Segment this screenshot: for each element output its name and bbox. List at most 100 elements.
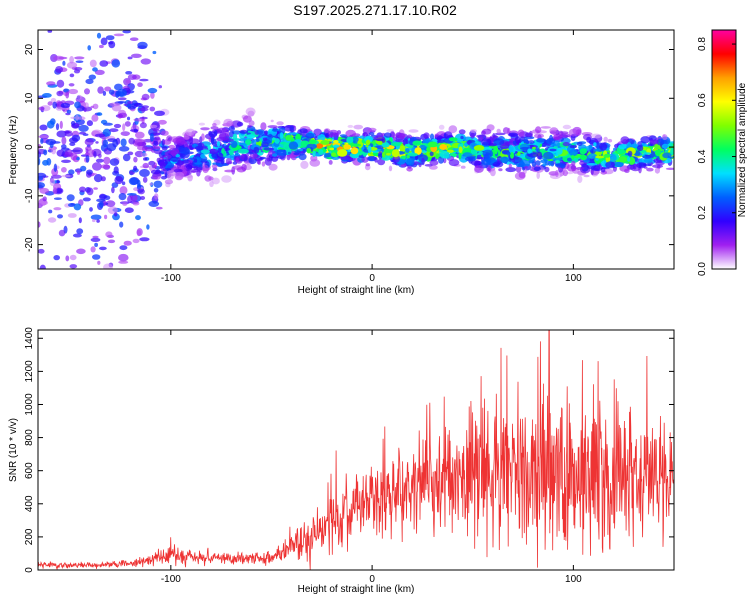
spectrogram-blob <box>140 58 151 65</box>
spectrogram-blob <box>63 7 70 11</box>
spectrogram-blob <box>131 53 142 58</box>
spectrogram-blob <box>133 118 145 122</box>
spectrogram-blob <box>35 22 44 27</box>
spectrogram-blob <box>374 157 378 163</box>
spectrogram-blob <box>279 132 284 139</box>
spectrogram-blob <box>271 153 278 157</box>
spectrogram-blob <box>172 137 182 144</box>
colorbar: 0.0 0.2 0.4 0.6 0.8 Normalized spectral ampl… <box>697 29 748 276</box>
spectrogram-blob <box>65 91 70 99</box>
spectrogram-blob <box>102 139 109 148</box>
spectrogram-blob <box>122 202 128 206</box>
spectrogram-blob <box>527 140 535 144</box>
spectrogram-blob <box>535 126 542 134</box>
spectrogram-blob <box>340 139 348 142</box>
spectrogram-blob <box>47 30 53 33</box>
spectrogram-blob <box>562 169 568 177</box>
spectrogram-blob <box>133 102 143 107</box>
spectrogram-blob <box>242 115 252 123</box>
spectrogram-blob <box>91 129 102 135</box>
spectrogram-blob <box>137 188 145 195</box>
colorbar-tick-label: 0.8 <box>697 37 708 51</box>
spectrogram-blob <box>127 101 133 104</box>
spectrogram-blob <box>89 285 93 292</box>
spectrogram-blob <box>439 151 450 159</box>
spectrogram-blob <box>125 21 130 28</box>
spectrogram-blob <box>76 248 86 255</box>
spectrogram-blob <box>306 143 318 150</box>
spectrogram-blob <box>391 149 400 158</box>
spectrogram-blob <box>212 123 217 127</box>
spectrogram-blob <box>553 146 558 149</box>
colorbar-tick-label: 0.0 <box>697 262 708 276</box>
spectrogram-blob <box>105 270 108 275</box>
spectrogram-blob <box>555 147 563 155</box>
spectrogram-blob <box>68 169 75 175</box>
spectrogram-blob <box>333 144 340 148</box>
spectrogram-blob <box>496 128 501 134</box>
spectrogram-blob <box>221 148 225 154</box>
spectrogram-blob <box>56 106 63 111</box>
spectrogram-blob <box>549 148 557 152</box>
spectrogram-blob <box>492 161 504 168</box>
spectrogram-blob <box>549 134 553 143</box>
spectrogram-blob <box>329 147 335 151</box>
spectrogram-blob <box>153 188 159 193</box>
spectrogram-blob <box>56 130 67 138</box>
spectrogram-blob <box>328 160 333 165</box>
spectrogram-blob <box>38 176 44 181</box>
spectrogram-blob <box>476 154 482 160</box>
spectrogram-blob <box>84 138 94 146</box>
spectrogram-blob <box>642 155 652 159</box>
spectrogram-blob <box>189 142 195 151</box>
spectrogram-blob <box>132 201 140 206</box>
spectrogram-blob <box>78 217 82 224</box>
spectrogram-blob <box>424 164 433 167</box>
spectrogram-blob <box>85 154 90 163</box>
spectrogram-blob <box>339 134 347 137</box>
spectrogram-blob <box>194 158 198 163</box>
spectrogram-blob <box>117 97 127 101</box>
spectrogram-blob <box>53 55 64 61</box>
spectrogram-blob <box>595 155 605 159</box>
spectrogram-blob <box>470 132 475 139</box>
spectrogram-blob <box>69 254 77 261</box>
spectrogram-blob <box>70 152 78 161</box>
spectrogram-blob <box>163 154 172 159</box>
spectrogram-blob <box>517 129 525 137</box>
spectrogram-blob <box>566 171 574 175</box>
spectrogram-blob <box>448 125 458 134</box>
spectrogram-blob <box>137 82 143 87</box>
spectrogram-blob <box>137 145 148 151</box>
spectrogram-blob <box>39 124 48 131</box>
spectrogram-blob <box>78 131 87 135</box>
spectrogram-blob <box>58 316 67 324</box>
spectrogram-blob <box>294 150 301 154</box>
spectrogram-blob <box>118 260 129 264</box>
spectrogram-blob <box>68 203 75 207</box>
colorbar-tick-label: 0.2 <box>697 205 708 219</box>
spectrogram-blob <box>105 200 116 208</box>
spectrogram-blob <box>114 212 118 217</box>
spectrogram-blob <box>460 165 466 169</box>
spectrogram-blob <box>61 136 67 145</box>
spectrogram-blob <box>274 138 280 144</box>
spectrogram-blob <box>353 124 364 130</box>
spectrogram-blob <box>333 140 339 144</box>
colorbar-label: Normalized spectral amplitude <box>737 82 748 217</box>
spectrogram-blob <box>190 170 197 173</box>
spectrogram-blob <box>96 219 100 223</box>
x-tick-label: 0 <box>369 273 375 284</box>
spectrogram-blob <box>316 143 324 149</box>
spectrogram-blob <box>86 187 94 196</box>
spectrogram-blob <box>288 141 299 150</box>
spectrogram-blob <box>261 141 269 148</box>
spectrogram-blob <box>482 128 492 135</box>
spectrogram-blob <box>328 129 339 137</box>
spectrogram-blob <box>640 136 650 144</box>
spectrogram-blob <box>567 157 573 162</box>
spectrogram-blob <box>55 100 62 108</box>
spectrogram-blob <box>84 152 90 156</box>
spectrogram-blob <box>399 145 406 152</box>
spectrogram-blob <box>202 164 210 174</box>
